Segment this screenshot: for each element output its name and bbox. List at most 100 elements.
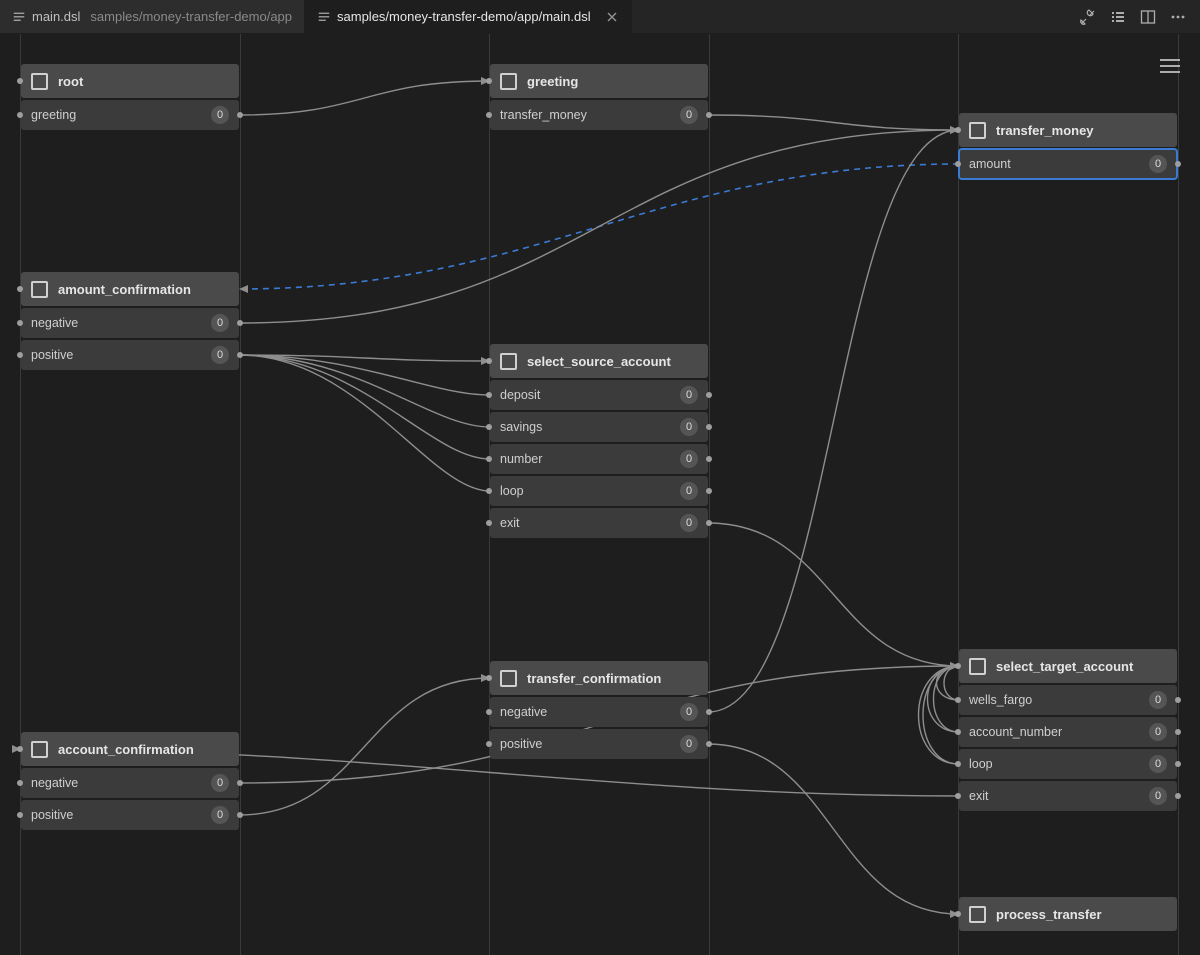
list-icon[interactable]	[1110, 9, 1126, 25]
tab-bar: main.dsl samples/money-transfer-demo/app…	[0, 0, 1200, 34]
node-select_target_account[interactable]: select_target_accountwells_fargo0account…	[959, 649, 1177, 811]
port-label: account_number	[969, 725, 1062, 739]
node-title: process_transfer	[996, 907, 1102, 922]
port-loop[interactable]: loop0	[959, 749, 1177, 779]
node-account_confirmation[interactable]: account_confirmation negative 0 positive 0	[21, 732, 239, 830]
node-header[interactable]: transfer_confirmation	[490, 661, 708, 695]
node-greeting[interactable]: greeting transfer_money 0	[490, 64, 708, 130]
port-negative[interactable]: negative0	[21, 308, 239, 338]
tab-main-dsl-graph[interactable]: samples/money-transfer-demo/app/main.dsl	[305, 0, 632, 33]
port-label: savings	[500, 420, 542, 434]
port-count-badge: 0	[680, 450, 698, 468]
checkbox-icon[interactable]	[500, 353, 517, 370]
node-transfer_money[interactable]: transfer_moneyamount0	[959, 113, 1177, 179]
checkbox-icon[interactable]	[500, 73, 517, 90]
port-label: negative	[31, 776, 78, 790]
node-header[interactable]: greeting	[490, 64, 708, 98]
port-label: positive	[31, 348, 73, 362]
port-count-badge: 0	[1149, 723, 1167, 741]
port-positive[interactable]: positive 0	[21, 800, 239, 830]
checkbox-icon[interactable]	[31, 73, 48, 90]
port-negative[interactable]: negative 0	[490, 697, 708, 727]
port-wells_fargo[interactable]: wells_fargo 0	[959, 685, 1177, 715]
node-title: amount_confirmation	[58, 282, 191, 297]
port-count-badge: 0	[211, 106, 229, 124]
tab-actions	[1066, 0, 1200, 33]
port-label: transfer_money	[500, 108, 587, 122]
node-header[interactable]: account_confirmation	[21, 732, 239, 766]
port-label: wells_fargo	[969, 693, 1032, 707]
checkbox-icon[interactable]	[969, 122, 986, 139]
port-count-badge: 0	[211, 346, 229, 364]
port-count-badge: 0	[680, 735, 698, 753]
port-count-badge: 0	[211, 774, 229, 792]
node-header[interactable]: root	[21, 64, 239, 98]
port-positive[interactable]: positive 0	[21, 340, 239, 370]
port-label: loop	[500, 484, 524, 498]
tab-main-dsl[interactable]: main.dsl samples/money-transfer-demo/app	[0, 0, 305, 33]
node-title: account_confirmation	[58, 742, 194, 757]
more-icon[interactable]	[1170, 9, 1186, 25]
port-label: number	[500, 452, 542, 466]
close-icon[interactable]	[605, 10, 619, 24]
port-greeting[interactable]: greeting 0	[21, 100, 239, 130]
port-label: greeting	[31, 108, 76, 122]
node-header[interactable]: process_transfer	[959, 897, 1177, 931]
node-process_transfer[interactable]: process_transfer	[959, 897, 1177, 931]
checkbox-icon[interactable]	[969, 658, 986, 675]
port-count-badge: 0	[680, 703, 698, 721]
node-root[interactable]: root greeting 0	[21, 64, 239, 130]
tab-title: samples/money-transfer-demo/app/main.dsl	[337, 9, 591, 24]
port-label: deposit	[500, 388, 540, 402]
port-count-badge: 0	[1149, 787, 1167, 805]
checkbox-icon[interactable]	[969, 906, 986, 923]
node-title: select_target_account	[996, 659, 1133, 674]
node-title: greeting	[527, 74, 578, 89]
port-count-badge: 0	[1149, 755, 1167, 773]
node-transfer_confirmation[interactable]: transfer_confirmation negative 0 positive 0	[490, 661, 708, 759]
port-negative[interactable]: negative 0	[21, 768, 239, 798]
port-count-badge: 0	[680, 482, 698, 500]
node-title: transfer_confirmation	[527, 671, 661, 686]
node-header[interactable]: select_source_account	[490, 344, 708, 378]
port-deposit[interactable]: deposit 0	[490, 380, 708, 410]
port-count-badge: 0	[680, 106, 698, 124]
column-divider	[1178, 34, 1179, 955]
file-icon	[12, 10, 26, 24]
port-count-badge: 0	[680, 386, 698, 404]
node-header[interactable]: transfer_money	[959, 113, 1177, 147]
port-number[interactable]: number 0	[490, 444, 708, 474]
node-header[interactable]: select_target_account	[959, 649, 1177, 683]
node-title: select_source_account	[527, 354, 671, 369]
port-count-badge: 0	[211, 806, 229, 824]
port-label: negative	[31, 316, 78, 330]
port-label: negative	[500, 705, 547, 719]
checkbox-icon[interactable]	[500, 670, 517, 687]
port-exit[interactable]: exit0	[490, 508, 708, 538]
port-transfer_money[interactable]: transfer_money 0	[490, 100, 708, 130]
tools-icon[interactable]	[1080, 9, 1096, 25]
port-loop[interactable]: loop 0	[490, 476, 708, 506]
checkbox-icon[interactable]	[31, 741, 48, 758]
checkbox-icon[interactable]	[31, 281, 48, 298]
node-amount_confirmation[interactable]: amount_confirmation negative0 positive 0	[21, 272, 239, 370]
tab-subtitle: samples/money-transfer-demo/app	[90, 9, 292, 24]
port-savings[interactable]: savings0	[490, 412, 708, 442]
port-label: positive	[500, 737, 542, 751]
node-select_source_account[interactable]: select_source_accountdeposit0savings0num…	[490, 344, 708, 538]
menu-icon[interactable]	[1160, 58, 1180, 74]
node-title: root	[58, 74, 83, 89]
port-label: exit	[969, 789, 988, 803]
tab-title: main.dsl	[32, 9, 80, 24]
port-count-badge: 0	[1149, 691, 1167, 709]
split-icon[interactable]	[1140, 9, 1156, 25]
port-count-badge: 0	[1149, 155, 1167, 173]
column-divider	[709, 34, 710, 955]
port-account_number[interactable]: account_number 0	[959, 717, 1177, 747]
port-label: positive	[31, 808, 73, 822]
port-amount[interactable]: amount0	[959, 149, 1177, 179]
port-exit[interactable]: exit 0	[959, 781, 1177, 811]
node-header[interactable]: amount_confirmation	[21, 272, 239, 306]
port-positive[interactable]: positive 0	[490, 729, 708, 759]
graph-canvas[interactable]: rootgreeting0greetingtransfer_money0tran…	[0, 34, 1200, 955]
